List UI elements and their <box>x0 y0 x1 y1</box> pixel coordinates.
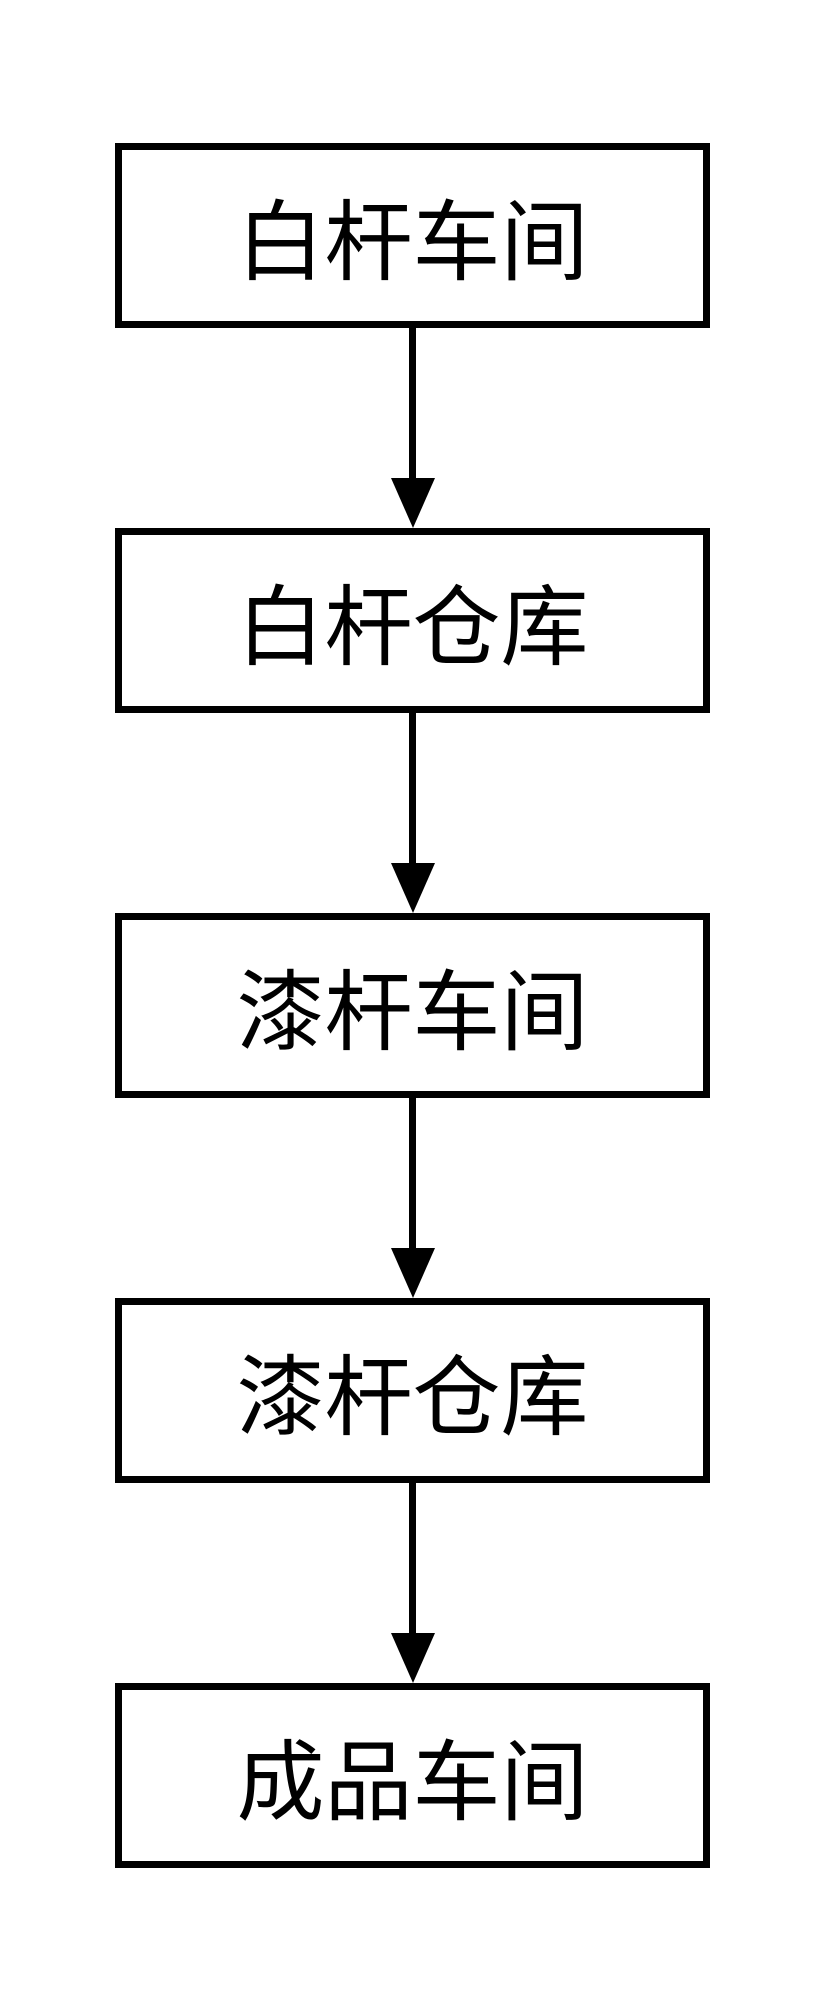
flowchart-node-5: 成品车间 <box>115 1683 710 1868</box>
flowchart-arrow-3 <box>391 1098 435 1298</box>
flowchart-node-3: 漆杆车间 <box>115 913 710 1098</box>
flowchart-node-2: 白杆仓库 <box>115 528 710 713</box>
arrow-head <box>391 863 435 913</box>
flowchart-arrow-4 <box>391 1483 435 1683</box>
arrow-head <box>391 478 435 528</box>
node-label: 成品车间 <box>236 1712 588 1839</box>
flowchart-node-4: 漆杆仓库 <box>115 1298 710 1483</box>
arrow-line <box>409 1098 416 1248</box>
flowchart-container: 白杆车间 白杆仓库 漆杆车间 漆杆仓库 成品车间 <box>115 143 710 1868</box>
flowchart-node-1: 白杆车间 <box>115 143 710 328</box>
arrow-line <box>409 713 416 863</box>
flowchart-arrow-1 <box>391 328 435 528</box>
node-label: 白杆仓库 <box>236 557 588 684</box>
arrow-head <box>391 1633 435 1683</box>
node-label: 白杆车间 <box>236 172 588 299</box>
flowchart-arrow-2 <box>391 713 435 913</box>
node-label: 漆杆车间 <box>236 942 588 1069</box>
arrow-line <box>409 1483 416 1633</box>
arrow-line <box>409 328 416 478</box>
node-label: 漆杆仓库 <box>236 1327 588 1454</box>
arrow-head <box>391 1248 435 1298</box>
